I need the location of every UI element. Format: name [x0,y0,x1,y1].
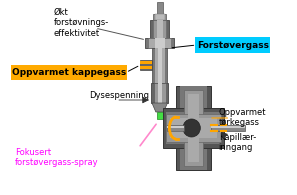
Bar [158,83,162,103]
Circle shape [183,119,200,137]
Bar [180,86,207,170]
Bar [155,38,165,48]
Bar [151,83,168,103]
Text: Kapillær-
inngang: Kapillær- inngang [219,133,256,152]
Bar [163,108,225,148]
Bar [157,20,163,38]
Bar [154,83,165,103]
FancyBboxPatch shape [11,65,127,80]
Bar [176,86,211,170]
Bar [152,48,168,83]
Bar [155,48,165,83]
Bar [145,38,174,48]
Text: Forstøvergass: Forstøvergass [197,41,269,50]
Bar [140,61,152,64]
Bar [184,90,203,166]
Bar [211,126,245,128]
Bar [150,20,169,38]
Bar [168,126,184,128]
Polygon shape [152,103,168,112]
Bar [167,114,221,142]
Bar [188,94,199,162]
Bar [170,118,217,138]
Text: Dysespenning: Dysespenning [89,91,149,100]
Bar [140,66,152,69]
Bar [158,48,162,83]
Text: Fokusert
forstøvergass-spray: Fokusert forstøvergass-spray [15,148,98,167]
Text: Økt
forstøvnings-
effektivitet: Økt forstøvnings- effektivitet [53,8,109,38]
Bar [155,14,165,20]
Bar [157,112,163,119]
Text: Oppvarmet
tørkegass: Oppvarmet tørkegass [219,108,266,127]
Bar [157,2,163,14]
Bar [211,125,245,131]
Bar [153,14,167,20]
FancyBboxPatch shape [195,37,270,53]
Bar [148,38,171,48]
Bar [153,20,167,38]
Bar [167,112,221,144]
Bar [168,125,184,131]
Text: Oppvarmet kappegass: Oppvarmet kappegass [12,68,126,77]
Bar [140,60,152,70]
